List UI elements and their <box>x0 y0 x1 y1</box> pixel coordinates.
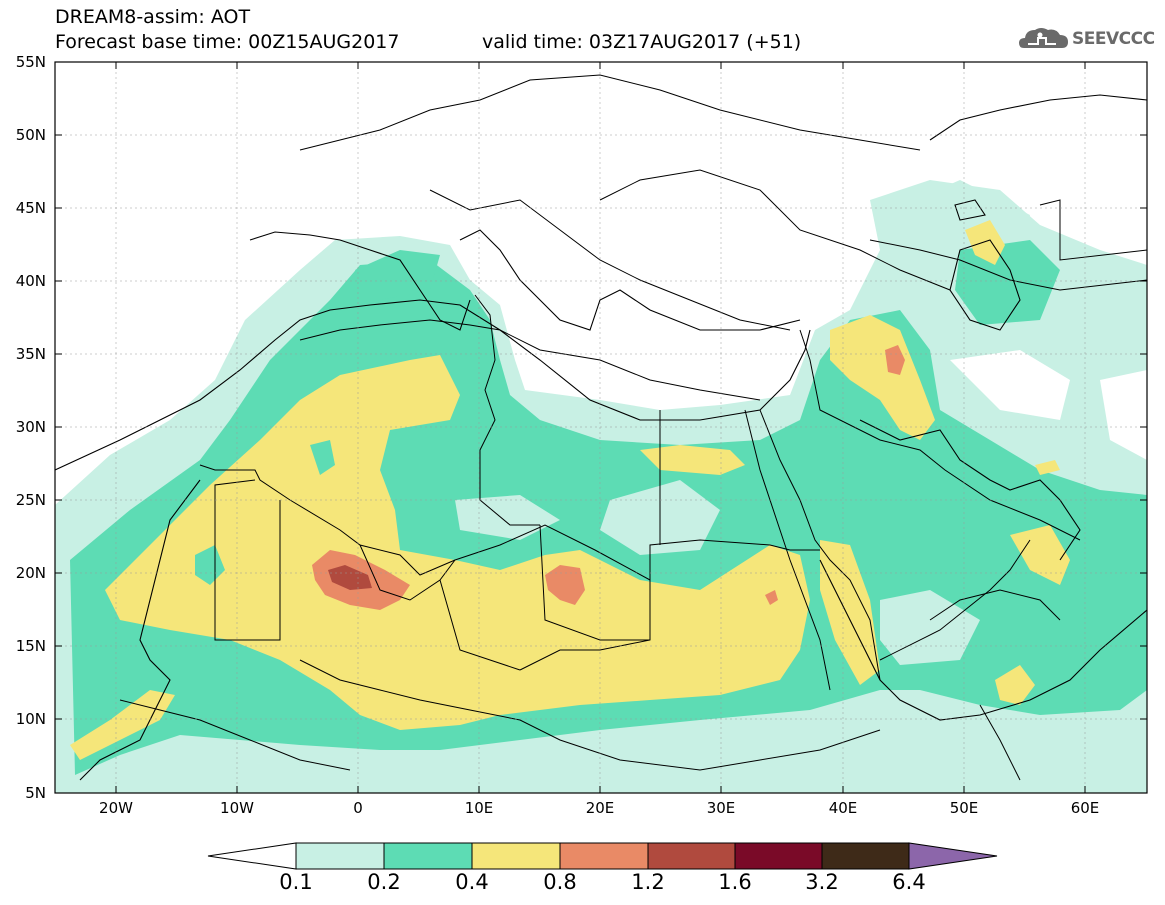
colorbar-segment-6.4 <box>908 842 998 870</box>
colorbar-label-0.1: 0.1 <box>279 870 313 894</box>
graticule <box>55 62 1147 793</box>
lat-label-20n: 20N <box>15 564 46 582</box>
colorbar-segment-1.2 <box>647 842 736 870</box>
lat-label-10n: 10N <box>15 710 46 728</box>
colorbar-segment-3.2 <box>821 842 910 870</box>
lat-label-30n: 30N <box>15 418 46 436</box>
colorbar-label-0.8: 0.8 <box>543 870 577 894</box>
colorbar-segment-1.6 <box>734 842 823 870</box>
lon-label-20e: 20E <box>585 799 615 817</box>
colorbar-label-3.2: 3.2 <box>805 870 839 894</box>
valid-time: valid time: 03Z17AUG2017 (+51) <box>482 31 802 53</box>
colorbar-segment-0.8 <box>559 842 649 870</box>
aot-contour-0.4 <box>70 220 1070 760</box>
lat-label-40n: 40N <box>15 272 46 290</box>
lat-label-50n: 50N <box>15 126 46 144</box>
cloud-logo-icon <box>1019 28 1068 48</box>
lat-label-55n: 55N <box>15 53 46 71</box>
forecast-base-time: Forecast base time: 00Z15AUG2017 <box>55 31 400 53</box>
colorbar-segment-0.2 <box>383 842 473 870</box>
lat-label-45n: 45N <box>15 199 46 217</box>
lon-label-0: 0 <box>353 799 363 817</box>
lon-label-40e: 40E <box>828 799 858 817</box>
colorbar-segment-below <box>207 842 297 870</box>
colorbar-label-1.2: 1.2 <box>631 870 665 894</box>
lon-label-10w: 10W <box>220 799 254 817</box>
lat-label-15n: 15N <box>15 637 46 655</box>
colorbar-segment-0.1 <box>295 842 385 870</box>
lat-label-35n: 35N <box>15 345 46 363</box>
colorbar-label-0.2: 0.2 <box>367 870 401 894</box>
colorbar-label-1.6: 1.6 <box>718 870 752 894</box>
lon-label-30e: 30E <box>706 799 736 817</box>
lat-label-25n: 25N <box>15 491 46 509</box>
colorbar-segment-0.4 <box>471 842 561 870</box>
aot-contour-1.2 <box>328 565 372 590</box>
time-info: Forecast base time: 00Z15AUG2017 valid ti… <box>55 31 801 53</box>
axis-ticks <box>55 61 1147 794</box>
lon-label-60e: 60E <box>1070 799 1100 817</box>
coastlines <box>55 94 1147 781</box>
seevccc-logo: SEEVCCC <box>1018 24 1155 54</box>
lon-label-50e: 50E <box>949 799 979 817</box>
lon-label-10e: 10E <box>464 799 494 817</box>
lat-label-5n: 5N <box>25 784 46 802</box>
colorbar-label-0.4: 0.4 <box>455 870 489 894</box>
country-borders <box>119 74 1147 781</box>
map-title: DREAM8-assim: AOT <box>55 6 251 28</box>
colorbar <box>207 842 998 870</box>
colorbar-label-6.4: 6.4 <box>892 870 926 894</box>
lon-label-20w: 20W <box>99 799 133 817</box>
